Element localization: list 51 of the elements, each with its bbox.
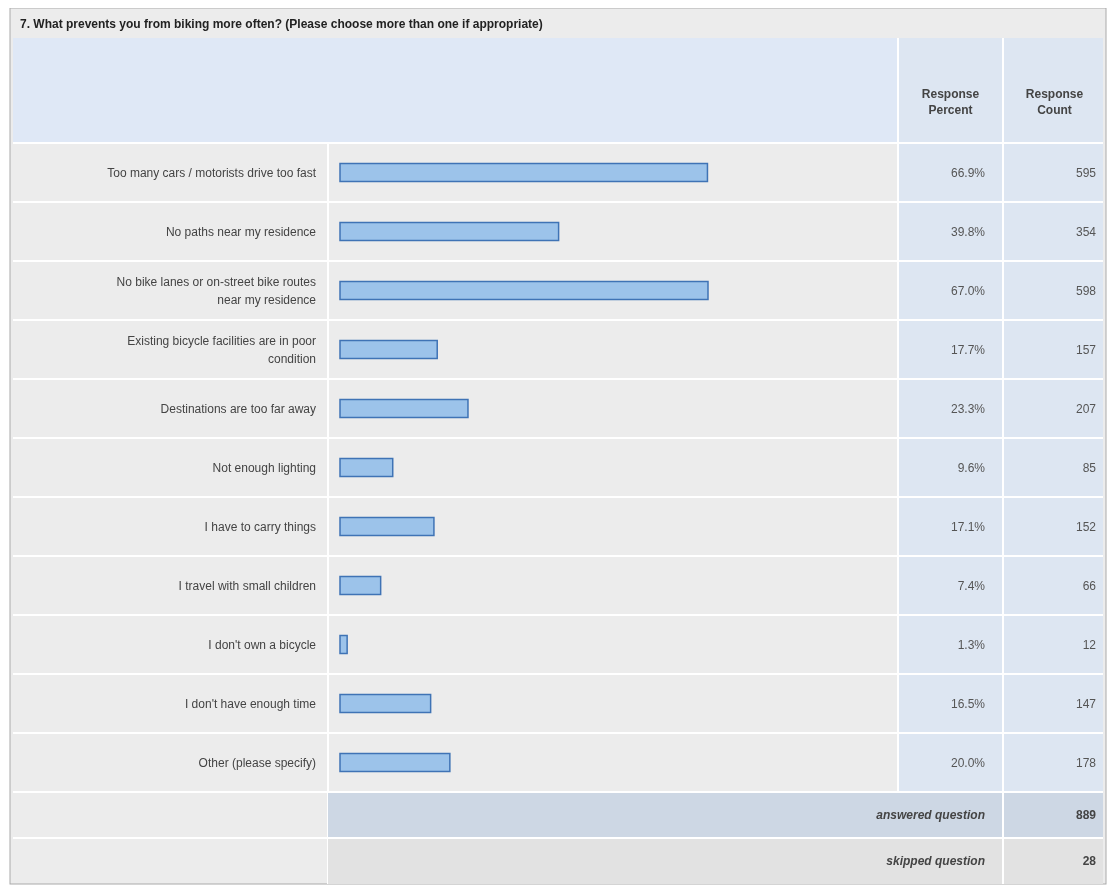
data-label: 17.1% <box>950 519 986 534</box>
bar <box>339 516 435 537</box>
text: 207 <box>1075 401 1097 416</box>
y-tick-label: Too many cars / motorists drive too fast <box>107 165 317 180</box>
data-label: 39.8% <box>950 224 986 239</box>
y-tick-label: I travel with small children <box>178 578 316 593</box>
bar <box>339 398 469 419</box>
text: 354 <box>1075 224 1097 239</box>
y-tick-label: Destinations are too far away <box>160 401 316 416</box>
text: 178 <box>1075 755 1097 770</box>
data-label: 9.6% <box>957 460 986 475</box>
text: 595 <box>1075 165 1097 180</box>
bar <box>339 221 560 242</box>
y-tick-label: Not enough lighting <box>212 460 316 475</box>
bar <box>339 280 709 301</box>
y-tick-label: Existing bicycle facilities are in poor condition <box>127 333 316 366</box>
data-label: 66.9% <box>950 165 986 180</box>
data-label: 16.5% <box>950 696 986 711</box>
y-tick-label: No bike lanes or on-street bike routes near my residence <box>116 274 317 307</box>
text: skipped question <box>886 854 985 868</box>
y-tick-label: No paths near my residence <box>165 224 317 239</box>
y-tick-label: I don't have enough time <box>184 696 317 711</box>
y-tick-label: Other (please specify) <box>198 755 316 770</box>
text: Response Percent <box>921 87 980 117</box>
text: 889 <box>1075 808 1097 822</box>
text: 157 <box>1075 342 1097 357</box>
data-label: 67.0% <box>950 283 986 298</box>
bar <box>339 162 709 183</box>
data-label: 23.3% <box>950 401 986 416</box>
text: 85 <box>1082 460 1097 475</box>
bar <box>339 634 348 655</box>
data-label: 1.3% <box>957 637 986 652</box>
text: answered question <box>876 808 985 822</box>
bar <box>339 752 451 773</box>
y-tick-label: I have to carry things <box>204 519 316 534</box>
text: 28 <box>1082 854 1097 868</box>
data-label: 7.4% <box>957 578 986 593</box>
bar <box>339 693 432 714</box>
bar <box>339 457 394 478</box>
y-tick-label: I don't own a bicycle <box>208 637 317 652</box>
text: Response Count <box>1025 87 1084 117</box>
data-label: 17.7% <box>950 342 986 357</box>
text: 152 <box>1075 519 1097 534</box>
bar <box>339 575 382 596</box>
text: 147 <box>1075 696 1097 711</box>
chart-title: 7. What prevents you from biking more often? (Please choose more than one if appropriate) <box>20 17 543 31</box>
text: 598 <box>1075 283 1097 298</box>
bar <box>339 339 438 360</box>
text: 12 <box>1082 637 1097 652</box>
text: 66 <box>1082 578 1097 593</box>
data-label: 20.0% <box>950 755 986 770</box>
